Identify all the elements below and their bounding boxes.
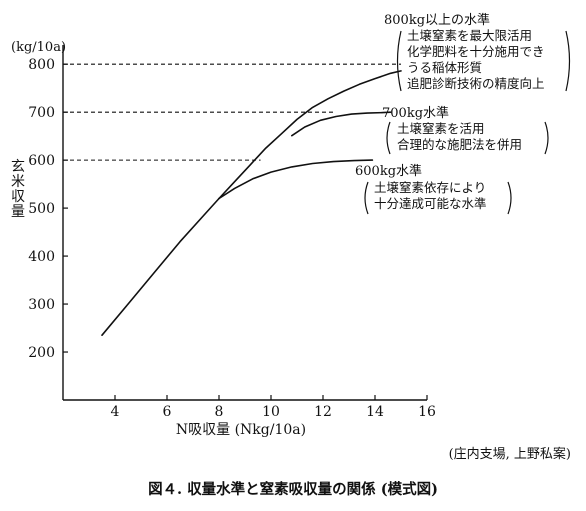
series-line-1: [101, 197, 220, 337]
tick-labels: 200 300 400 500 600 700 800 4 6 8 10 12 14 16: [28, 57, 436, 420]
y-tick-label: 800: [28, 57, 55, 73]
y-axis-label-char: 玄: [11, 158, 25, 175]
annotation-700: 700kg水準 土壌窒素を活用 合理的な施肥法を併用: [382, 105, 549, 155]
y-tick-label: 700: [28, 105, 55, 121]
y-tick-label: 200: [28, 345, 55, 361]
y-tick-label: 600: [28, 153, 55, 169]
series-line-2: [218, 70, 402, 200]
annotation-600-title: 600kg水準: [355, 163, 422, 179]
annotation-800-line-3: うる稲体形質: [407, 60, 482, 75]
y-tick-label: 400: [28, 249, 55, 265]
x-tick-label: 4: [111, 404, 120, 420]
annotation-800: 800kg以上の水準 土壌窒素を最大限活用 化学肥料を十分施用でき うる稲体形質…: [384, 12, 571, 92]
x-axis-label: N吸収量 (Nkg/10a): [176, 422, 306, 438]
series-line-3: [290, 111, 392, 137]
credit: (庄内支場, 上野私案): [449, 446, 571, 462]
y-axis-label-char: 米: [11, 174, 25, 190]
annotation-800-left-paren: [396, 30, 402, 92]
y-tick-label: 300: [28, 297, 55, 313]
y-axis-label-char: 量: [11, 204, 25, 220]
x-tick-label: 14: [366, 404, 384, 420]
annotation-800-right-paren: [565, 30, 571, 92]
x-tick-label: 12: [314, 404, 332, 420]
series-line-4: [218, 159, 374, 200]
y-axis-label-char: 収: [11, 189, 25, 205]
annotation-600-right-paren: [507, 181, 512, 215]
annotation-700-title: 700kg水準: [382, 105, 449, 121]
annotation-800-line-2: 化学肥料を十分施用でき: [407, 44, 545, 59]
x-tick-label: 16: [418, 404, 436, 420]
reference-lines: [63, 63, 401, 161]
axes: [62, 45, 428, 401]
annotation-800-line-1: 土壌窒素を最大限活用: [407, 28, 532, 43]
annotation-700-line-1: 土壌窒素を活用: [397, 121, 485, 136]
x-tick-label: 10: [262, 404, 280, 420]
annotation-700-left-paren: [386, 121, 391, 155]
annotation-600-line-2: 十分達成可能な水準: [374, 196, 487, 211]
annotation-700-right-paren: [544, 121, 549, 155]
figure-caption: 図４. 収量水準と窒素吸収量の関係 (模式図): [148, 480, 438, 498]
series-group: [101, 70, 402, 337]
annotation-600-line-1: 土壌窒素依存により: [374, 180, 486, 195]
annotation-800-line-4: 追肥診断技術の精度向上: [407, 76, 545, 91]
annotation-600-left-paren: [364, 181, 369, 215]
annotation-700-line-2: 合理的な施肥法を併用: [397, 137, 522, 152]
annotation-800-title: 800kg以上の水準: [384, 12, 490, 28]
y-tick-label: 500: [28, 201, 55, 217]
x-tick-label: 8: [215, 404, 224, 420]
y-axis-unit: (kg/10a): [11, 40, 66, 55]
x-tick-label: 6: [163, 404, 172, 420]
y-axis-label: 玄米収量: [11, 158, 25, 220]
annotation-600: 600kg水準 土壌窒素依存により 十分達成可能な水準: [355, 163, 512, 215]
